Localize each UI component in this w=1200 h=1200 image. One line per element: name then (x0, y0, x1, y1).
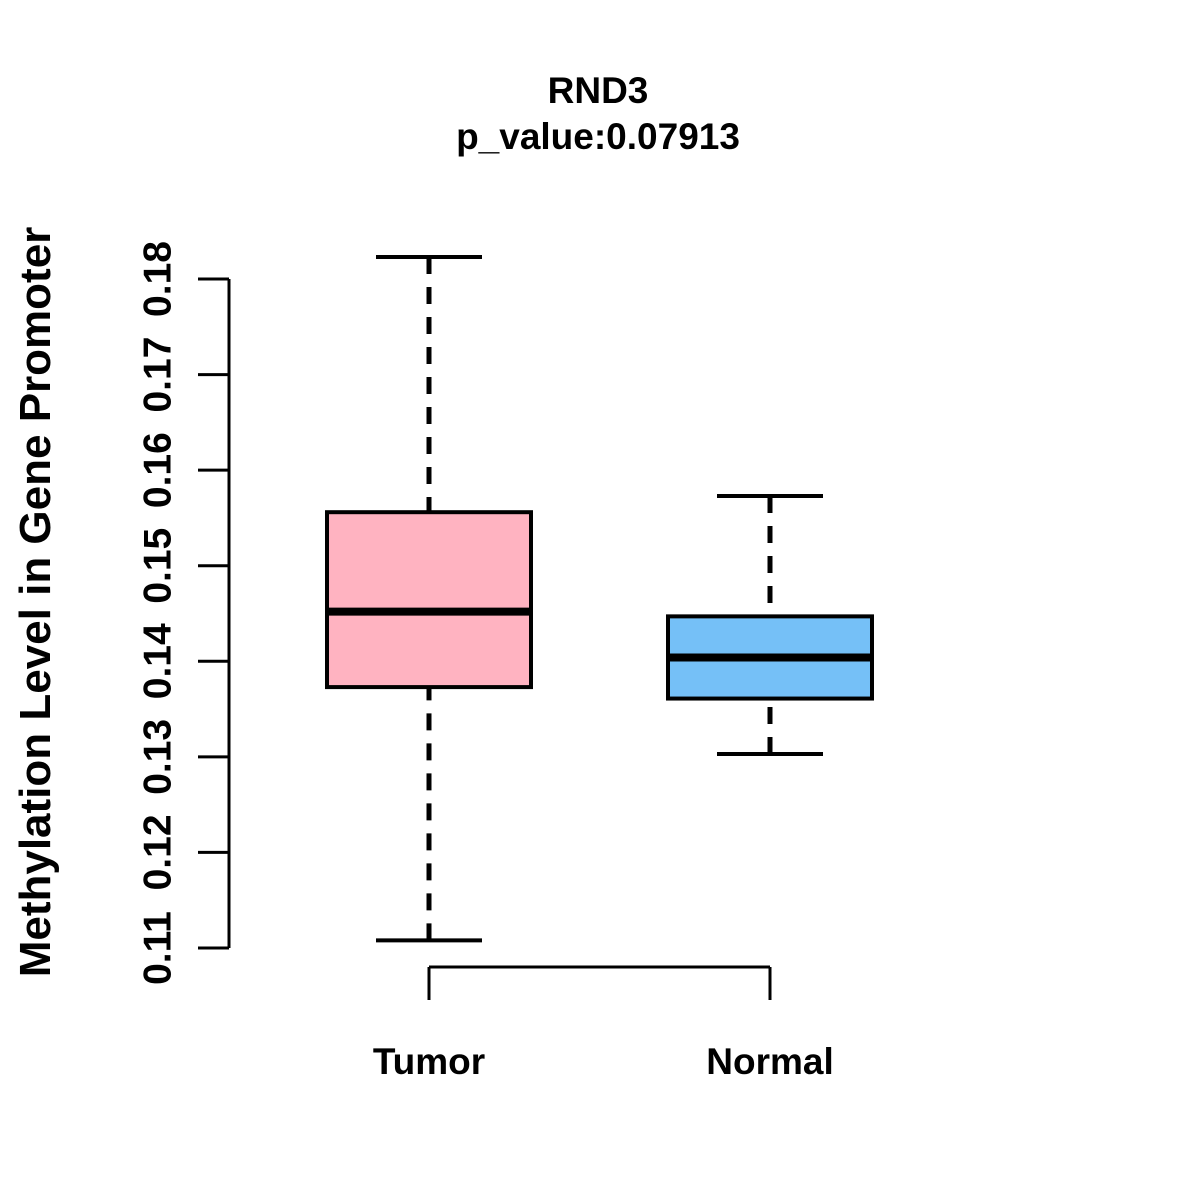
y-tick-label: 0.16 (137, 432, 180, 508)
y-tick-label: 0.11 (137, 911, 180, 985)
chart-subtitle: p_value:0.07913 (456, 116, 740, 157)
y-tick-label: 0.15 (137, 528, 180, 604)
y-tick-label: 0.13 (137, 719, 180, 795)
y-tick-label: 0.17 (137, 337, 180, 413)
x-category-label-tumor: Tumor (373, 1041, 485, 1082)
box-tumor (325, 510, 533, 690)
x-category-label-normal: Normal (706, 1041, 833, 1082)
y-tick-label: 0.18 (137, 241, 180, 317)
y-tick-label: 0.14 (137, 623, 180, 699)
y-tick-label: 0.12 (137, 814, 180, 890)
chart-title: RND3 (547, 70, 649, 111)
